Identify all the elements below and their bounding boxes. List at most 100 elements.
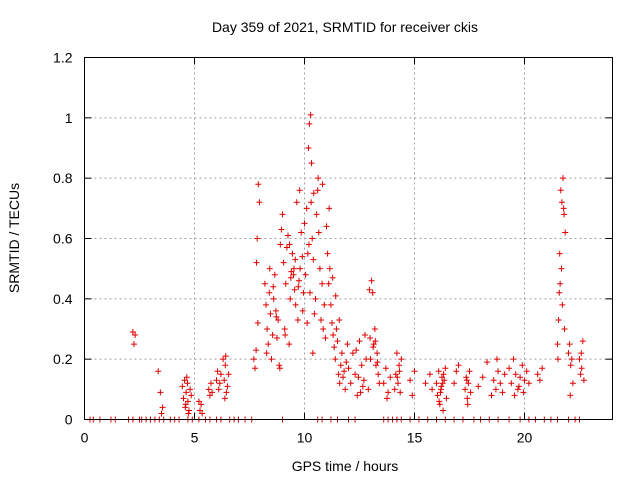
data-point — [374, 359, 381, 366]
data-point — [511, 392, 518, 399]
data-point — [319, 181, 326, 188]
data-point — [484, 359, 491, 366]
data-point — [555, 316, 562, 323]
data-point — [517, 374, 524, 381]
data-point — [310, 256, 317, 263]
data-point — [398, 356, 405, 363]
data-point — [266, 289, 273, 296]
data-point — [308, 199, 315, 206]
data-point — [384, 395, 390, 402]
data-point — [465, 380, 472, 387]
data-point — [287, 295, 294, 302]
data-point — [186, 407, 192, 414]
data-point — [195, 398, 202, 405]
data-point — [319, 280, 326, 287]
data-point — [332, 292, 339, 299]
data-point — [313, 211, 320, 218]
data-point — [291, 286, 298, 293]
data-point — [340, 374, 346, 381]
data-point — [411, 368, 418, 375]
data-point — [214, 368, 221, 375]
data-point — [318, 316, 324, 323]
data-point — [323, 223, 330, 230]
data-point — [352, 371, 359, 378]
data-point — [354, 392, 361, 399]
data-point — [287, 274, 294, 281]
data-point — [183, 389, 190, 396]
data-point — [441, 377, 448, 384]
data-point — [272, 307, 279, 314]
data-point — [495, 368, 502, 375]
data-point — [293, 199, 300, 206]
data-point — [375, 371, 382, 378]
data-point — [208, 380, 214, 387]
data-point — [429, 386, 436, 393]
data-point — [205, 386, 212, 393]
data-point — [556, 289, 563, 296]
x-tick-label: 10 — [297, 430, 313, 446]
data-point — [578, 365, 585, 372]
data-point — [561, 326, 568, 332]
data-point — [455, 362, 462, 369]
data-point — [197, 407, 203, 414]
data-point — [263, 350, 270, 357]
data-point — [276, 362, 283, 369]
data-point — [132, 332, 139, 339]
data-point — [131, 341, 137, 348]
data-point — [184, 380, 191, 387]
data-point — [314, 187, 321, 194]
data-point — [280, 259, 287, 266]
data-point — [508, 380, 515, 387]
data-point — [188, 392, 195, 399]
data-point — [347, 380, 354, 387]
data-point — [267, 310, 274, 317]
data-point — [265, 341, 272, 348]
data-point — [443, 395, 450, 402]
data-point — [442, 365, 449, 372]
data-point — [296, 187, 303, 194]
data-point — [554, 341, 561, 348]
data-point — [304, 319, 311, 326]
data-point — [157, 389, 164, 396]
y-tick-label: 0.4 — [53, 291, 73, 307]
data-point — [324, 250, 331, 257]
data-point — [338, 350, 345, 357]
data-point — [332, 356, 339, 363]
data-point — [336, 316, 343, 323]
data-point — [299, 307, 306, 314]
data-point — [289, 250, 296, 257]
data-point — [217, 371, 224, 378]
data-point — [475, 383, 482, 390]
data-point — [395, 380, 401, 387]
data-point — [578, 350, 585, 357]
data-point — [453, 368, 460, 375]
data-point — [464, 401, 471, 408]
data-point — [568, 356, 575, 363]
data-point — [307, 111, 314, 118]
data-point — [367, 356, 374, 363]
data-point — [255, 181, 262, 188]
data-point — [557, 280, 564, 287]
data-point — [198, 401, 205, 408]
y-tick-label: 0.6 — [53, 231, 73, 247]
data-point — [510, 356, 517, 363]
data-point — [329, 319, 335, 326]
data-point — [288, 268, 295, 275]
data-point — [512, 371, 519, 378]
data-point — [221, 377, 228, 384]
data-point — [580, 377, 587, 384]
data-point — [266, 265, 273, 272]
data-point — [536, 377, 543, 384]
data-point — [561, 211, 568, 218]
x-tick-label: 0 — [81, 430, 89, 446]
data-point — [286, 241, 293, 248]
data-point — [263, 301, 269, 308]
data-point — [155, 368, 162, 375]
data-point — [407, 377, 414, 384]
data-point — [463, 374, 470, 381]
data-point — [437, 389, 444, 396]
data-point — [276, 365, 283, 372]
data-point — [435, 368, 442, 375]
data-point — [439, 374, 445, 381]
